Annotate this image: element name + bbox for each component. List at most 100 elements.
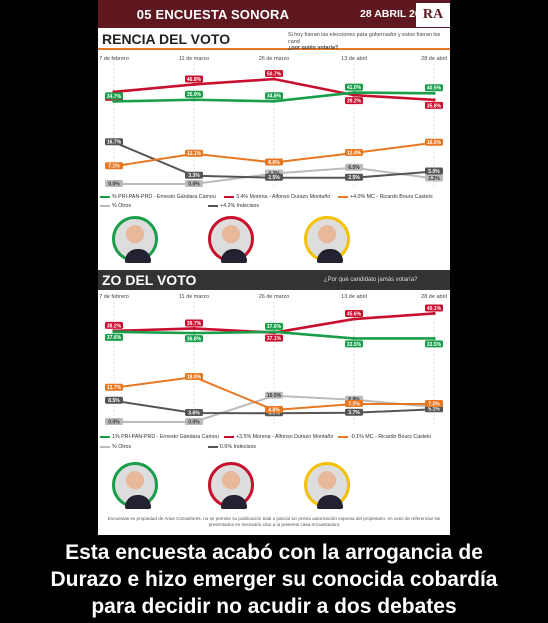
data-label-pri: 33.5% [427,342,442,348]
data-point-morena [352,93,356,97]
data-label-otros: 10.5% [267,393,282,399]
x-tick-label: 28 de abril [421,56,447,62]
x-tick-label: 13 de abril [341,56,367,62]
caption-box: Esta encuesta acabó con la arrogancia de… [0,535,548,623]
data-label-otros: 0.0% [108,181,120,187]
data-label-mc: 7.2% [428,401,440,407]
candidate-photo-bours [304,462,350,509]
data-label-box [425,138,443,146]
data-label-box [185,418,203,425]
data-label-indecisos: 3.5% [268,411,280,417]
data-label-indecisos: 16.7% [107,140,122,146]
legend-otros: % Otros [100,444,131,450]
legend-morena: 3.4% Morena - Alfonso Durazo Montaño [224,194,330,200]
data-point-morena [272,77,276,81]
data-label-box [185,149,203,157]
left-black-margin [0,0,98,535]
legend-pri: % PRI-PAN-PRD - Ernesto Gándara Camou [100,194,216,200]
data-point-pri [432,336,436,340]
data-label-mc: 12.1% [187,151,202,157]
data-label-box [265,391,283,399]
footnote-line1: Encuestas es propiedad de Arias Consulto… [107,516,441,521]
candidate-photo-gandara [112,216,158,263]
section-title-preference: RENCIA DEL VOTO Si hoy fueran las elecci… [98,28,450,52]
x-tick-label: 26 de marzo [259,56,290,62]
data-point-pri [192,331,196,335]
x-tick-label: 11 de marzo [179,56,209,62]
caption-line2: Durazo e hizo emerger su conocida cobard… [50,568,498,591]
data-point-pri [432,91,436,95]
data-label-box [345,400,363,407]
data-label-box [265,92,283,100]
data-label-box [105,321,123,329]
x-tick-label: 13 de abril [341,294,367,300]
data-label-pri: 37.6% [267,324,282,330]
brand-logo: RA [416,3,450,27]
data-label-box [345,83,363,91]
data-label-box [105,383,123,391]
legend-mc: +4.0% MC - Ricardo Bours Castelo [338,194,433,200]
data-label-box [425,400,443,407]
data-label-mc: 7.1% [108,164,120,170]
data-label-box [265,158,283,166]
data-label-indecisos: 3.3% [188,173,200,179]
data-label-mc: 12.4% [347,150,362,156]
data-point-morena [352,317,356,321]
data-point-morena [432,98,436,102]
data-label-box [105,138,123,146]
data-label-morena: 35.8% [427,103,442,109]
data-label-box [185,373,203,380]
x-tick-label: 7 de febrero [99,294,129,300]
data-point-morena [192,326,196,331]
data-label-mc: 13.7% [107,385,122,391]
survey-sheet: 05 ENCUESTA SONORA 28 ABRIL 2021 RA RENC… [98,0,450,535]
candidate-photo-bours [304,216,350,263]
data-label-box [425,174,443,182]
data-label-box [105,162,123,170]
data-label-box [345,340,363,348]
x-tick-label: 7 de febrero [99,56,129,62]
section-question: Si hoy fueran las elecciones para gobern… [288,32,450,52]
data-label-box [185,409,203,416]
section-question: ¿Por qué candidato jamás votaría? [324,277,418,283]
data-label-box [265,406,283,413]
data-label-indecisos: 8.5% [108,398,120,404]
data-label-indecisos: 2.5% [348,175,360,181]
section-question-line1: Si hoy fueran las elecciones para gobern… [288,32,441,45]
data-label-box [345,149,363,156]
data-label-box [105,92,123,100]
data-label-otros: 2.2% [428,176,440,182]
data-label-morena: 46.8% [187,77,202,83]
data-label-box [265,334,283,342]
data-label-otros: 0.0% [188,419,200,425]
data-label-pri: 40.5% [427,86,442,92]
data-label-box [185,75,203,83]
chart-preference: 7 de febrero 11 de marzo 26 de marzo 13 de … [99,56,447,188]
candidate-photo-gandara [112,462,158,509]
data-label-mc: 8.6% [268,160,280,166]
data-label-box [185,319,203,327]
data-label-box [345,173,363,181]
data-label-box [345,408,363,416]
data-label-box [185,335,203,343]
data-point-pri [272,99,276,103]
caption-line3: para decidir no acudir a dos debates [91,595,457,618]
data-label-otros: 0.0% [188,181,200,187]
data-label-pri: 33.5% [347,342,362,348]
section-title-text: RENCIA DEL VOTO [102,31,231,47]
data-label-pri: 36.8% [187,337,202,343]
data-label-box [425,101,443,109]
data-label-otros: 0.0% [108,419,120,425]
header-date: 28 ABRIL 2021 [360,8,433,20]
data-label-box [185,90,203,98]
footnote-line2: presentados en necesario citar a la pres… [208,522,340,527]
x-tick-label: 26 de marzo [259,294,290,300]
data-point-pri [272,330,276,334]
data-label-pri: 34.8% [267,94,282,100]
legend-indecisos: 0.6% Indecisos [208,444,256,450]
data-point-pri [112,330,116,334]
data-label-box [265,70,283,78]
data-label-mc: 18.0% [187,374,202,380]
data-label-box [425,84,443,92]
data-label-morena: 39.2% [347,99,362,105]
